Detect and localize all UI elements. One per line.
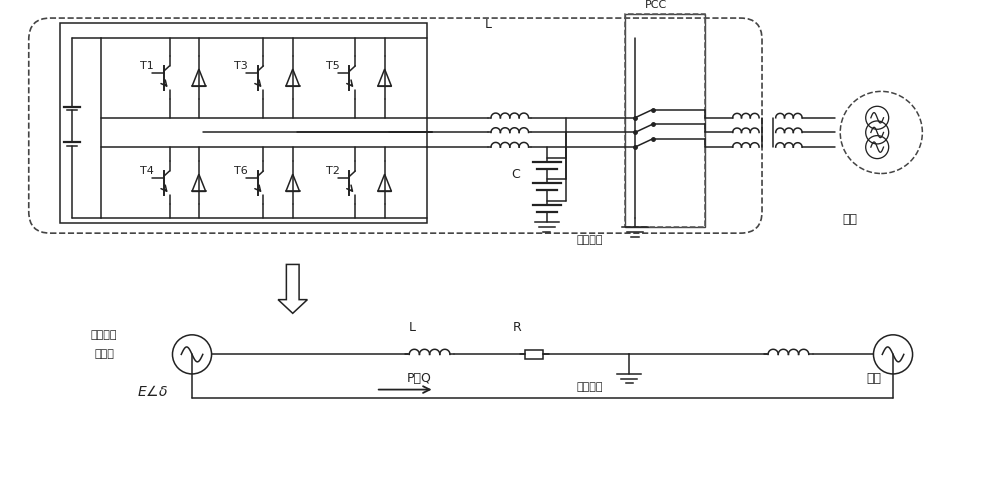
Text: T3: T3 [234, 61, 248, 71]
Polygon shape [192, 69, 206, 86]
Bar [60, 23, 427, 223]
Text: 虚拟同步: 虚拟同步 [91, 330, 117, 340]
Text: T6: T6 [234, 166, 248, 176]
Text: R: R [513, 321, 522, 334]
Polygon shape [286, 69, 300, 86]
Bar [625, 14, 705, 227]
Text: L: L [409, 321, 416, 334]
Bar [625, 14, 705, 227]
Polygon shape [286, 174, 300, 192]
Text: $E\angle\delta$: $E\angle\delta$ [137, 384, 168, 399]
Text: T1: T1 [140, 61, 154, 71]
Text: 发电机: 发电机 [94, 349, 114, 359]
Text: 电网: 电网 [843, 213, 858, 226]
Text: 本地负荷: 本地负荷 [577, 382, 603, 392]
Text: T2: T2 [326, 166, 340, 176]
Bar [525, 350, 543, 359]
FancyArrow shape [278, 265, 307, 313]
Text: T4: T4 [140, 166, 154, 176]
Text: 电网: 电网 [866, 372, 881, 385]
Polygon shape [192, 174, 206, 192]
Text: PCC: PCC [645, 0, 667, 10]
Text: C: C [511, 169, 520, 181]
Text: L: L [485, 18, 492, 31]
Polygon shape [378, 174, 391, 192]
Text: P、Q: P、Q [407, 372, 432, 385]
Polygon shape [378, 69, 391, 86]
Text: T5: T5 [326, 61, 340, 71]
Text: 本地负荷: 本地负荷 [577, 235, 603, 245]
